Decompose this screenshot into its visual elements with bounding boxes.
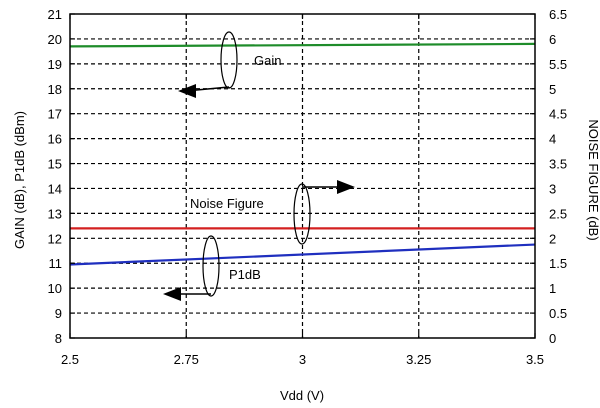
y-tick-label: 9 bbox=[55, 306, 62, 321]
p1db-ellipse bbox=[202, 235, 220, 297]
tick-marks bbox=[69, 13, 536, 339]
y2-tick-label: 5.5 bbox=[549, 57, 567, 72]
y2-tick-label: 0 bbox=[549, 331, 556, 346]
y2-tick-label: 4 bbox=[549, 132, 556, 147]
y-tick-label: 13 bbox=[48, 206, 62, 221]
y-tick-label: 10 bbox=[48, 281, 62, 296]
series-line-p1db bbox=[69, 243, 536, 266]
series-line-gain bbox=[69, 42, 536, 48]
y2-tick-label: 5 bbox=[549, 82, 556, 97]
y-tick-label: 21 bbox=[48, 7, 62, 22]
x-axis-tick-labels: 2.5 2.75 3 3.25 3.5 bbox=[61, 352, 544, 367]
y-tick-label: 17 bbox=[48, 107, 62, 122]
y2-tick-label: 6 bbox=[549, 32, 556, 47]
gain-arrowhead bbox=[178, 84, 196, 98]
y2-tick-label: 4.5 bbox=[549, 107, 567, 122]
x-tick-label: 3.5 bbox=[526, 352, 544, 367]
gain-ellipse bbox=[220, 31, 238, 89]
y-tick-label: 8 bbox=[55, 331, 62, 346]
y2-tick-label: 3.5 bbox=[549, 157, 567, 172]
p1db-arrowhead bbox=[163, 287, 181, 301]
y2-tick-label: 1 bbox=[549, 281, 556, 296]
x-tick-label: 3.25 bbox=[406, 352, 431, 367]
left-axis-title: GAIN (dB), P1dB (dBm) bbox=[12, 111, 27, 249]
y-tick-label: 18 bbox=[48, 82, 62, 97]
y-tick-label: 20 bbox=[48, 32, 62, 47]
gain-annotation: Gain bbox=[178, 31, 281, 98]
y2-tick-label: 1.5 bbox=[549, 256, 567, 271]
gain-label: Gain bbox=[254, 53, 281, 68]
series-lines bbox=[69, 42, 536, 266]
noise-figure-label: Noise Figure bbox=[190, 196, 264, 211]
y2-tick-label: 2.5 bbox=[549, 206, 567, 221]
noise-figure-annotation: Noise Figure bbox=[190, 180, 355, 245]
left-axis-tick-labels: 8 9 10 11 12 13 14 15 16 17 18 19 20 21 bbox=[48, 7, 62, 346]
right-axis-tick-labels: 0 0.5 1 1.5 2 2.5 3 3.5 4 4.5 5 5.5 6 6.5 bbox=[549, 7, 567, 346]
y2-tick-label: 0.5 bbox=[549, 306, 567, 321]
x-tick-label: 3 bbox=[299, 352, 306, 367]
p1db-label: P1dB bbox=[229, 267, 261, 282]
y-tick-label: 15 bbox=[48, 157, 62, 172]
x-axis-title: Vdd (V) bbox=[280, 388, 324, 403]
y2-tick-label: 3 bbox=[549, 181, 556, 196]
right-axis-title: NOISE FIGURE (dB) bbox=[586, 119, 600, 240]
y-tick-label: 16 bbox=[48, 132, 62, 147]
x-tick-label: 2.5 bbox=[61, 352, 79, 367]
grid-lines bbox=[70, 14, 535, 338]
y-tick-label: 12 bbox=[48, 231, 62, 246]
noise-figure-arrowhead bbox=[337, 180, 355, 194]
noise-figure-ellipse bbox=[293, 183, 311, 245]
y2-tick-label: 6.5 bbox=[549, 7, 567, 22]
p1db-annotation: P1dB bbox=[163, 235, 261, 301]
x-tick-label: 2.75 bbox=[174, 352, 199, 367]
y-tick-label: 14 bbox=[48, 181, 62, 196]
y2-tick-label: 2 bbox=[549, 231, 556, 246]
y-tick-label: 19 bbox=[48, 57, 62, 72]
y-tick-label: 11 bbox=[49, 256, 63, 271]
